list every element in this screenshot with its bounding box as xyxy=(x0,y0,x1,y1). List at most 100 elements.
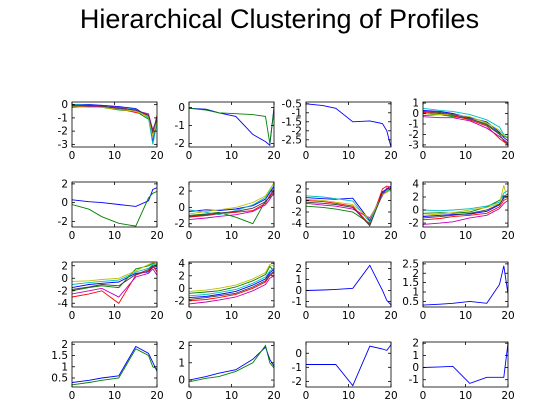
series-line-6 xyxy=(306,189,391,220)
subplot-12: 0 10 20 2.521.510.5 xyxy=(402,258,514,322)
series-line-1 xyxy=(423,265,508,306)
y-tick-label: 2 xyxy=(61,260,68,272)
y-tick-label: -1 xyxy=(292,107,302,119)
x-tick-label: 0 xyxy=(420,150,427,162)
y-tick-label: 0 xyxy=(178,375,185,387)
y-tick-label: 0 xyxy=(412,362,419,374)
series-line-2 xyxy=(72,348,157,386)
x-tick-label: 20 xyxy=(150,150,163,162)
series-line-1 xyxy=(423,343,508,384)
x-tick-label: 20 xyxy=(267,310,280,322)
series-line-7 xyxy=(72,104,157,133)
series-line-1 xyxy=(306,103,391,147)
subplot-lines xyxy=(306,103,391,147)
subplot-lines xyxy=(189,263,274,305)
x-tick-label: 0 xyxy=(420,310,427,322)
subplot-1: 0 10 200-1-2-3 xyxy=(58,99,164,162)
axes-frame xyxy=(71,341,158,388)
y-tick-label: 2 xyxy=(412,268,419,280)
x-tick-label: 20 xyxy=(150,310,163,322)
x-tick-label: 10 xyxy=(225,150,238,162)
y-tick-label: 1 xyxy=(61,361,68,373)
y-tick-label: -1 xyxy=(58,112,68,124)
series-line-4 xyxy=(72,263,157,285)
series-line-2 xyxy=(423,195,508,214)
y-tick-label: -2 xyxy=(292,376,302,388)
x-tick-label: 10 xyxy=(225,310,238,322)
x-tick-label: 10 xyxy=(342,390,355,402)
y-tick-label: 2 xyxy=(178,270,185,282)
y-tick-label: 2 xyxy=(178,340,185,352)
series-line-3 xyxy=(189,272,274,302)
series-line-7 xyxy=(423,110,508,145)
y-tick-label: -3 xyxy=(58,139,68,151)
series-line-3 xyxy=(423,197,508,221)
y-tick-label: -2 xyxy=(292,207,302,219)
y-tick-label: 0 xyxy=(61,273,68,285)
subplot-lines xyxy=(423,265,508,306)
series-line-1 xyxy=(189,346,274,381)
y-tick-label: 2 xyxy=(295,183,302,195)
x-tick-label: 10 xyxy=(342,150,355,162)
series-line-4 xyxy=(423,107,508,139)
subplot-lines xyxy=(189,107,274,147)
series-line-5 xyxy=(189,192,274,221)
series-line-5 xyxy=(306,187,391,219)
series-line-1 xyxy=(72,345,157,383)
x-tick-label: 0 xyxy=(303,150,310,162)
x-tick-label: 20 xyxy=(501,150,514,162)
series-line-7 xyxy=(306,187,391,227)
series-line-2 xyxy=(306,188,391,225)
series-line-3 xyxy=(189,189,274,218)
axes-frame xyxy=(188,341,275,388)
series-line-1 xyxy=(72,104,157,142)
y-tick-label: 2 xyxy=(61,178,68,190)
x-tick-label: 20 xyxy=(267,150,280,162)
x-tick-label: 0 xyxy=(303,230,310,242)
y-tick-label: -1 xyxy=(409,374,419,386)
y-tick-label: -2 xyxy=(292,125,302,137)
x-tick-label: 0 xyxy=(69,230,76,242)
subplot-lines xyxy=(72,187,157,227)
x-tick-label: 0 xyxy=(69,310,76,322)
y-tick-label: -2 xyxy=(175,218,185,230)
x-tick-label: 0 xyxy=(420,390,427,402)
series-line-2 xyxy=(189,107,274,144)
x-tick-label: 20 xyxy=(501,390,514,402)
series-line-2 xyxy=(72,106,157,133)
y-tick-label: 1 xyxy=(412,287,419,299)
series-line-2 xyxy=(72,190,157,227)
series-line-3 xyxy=(72,105,157,134)
y-tick-label: 0 xyxy=(295,285,302,297)
x-tick-label: 20 xyxy=(501,310,514,322)
y-tick-label: 0 xyxy=(412,108,419,120)
y-tick-label: -2 xyxy=(409,129,419,141)
series-line-7 xyxy=(189,271,274,300)
series-line-6 xyxy=(189,182,274,215)
series-line-1 xyxy=(189,269,274,299)
x-tick-label: 20 xyxy=(384,310,397,322)
y-tick-label: -2 xyxy=(58,216,68,228)
x-tick-label: 0 xyxy=(69,390,76,402)
y-tick-label: 0 xyxy=(178,102,185,114)
subplot-lines xyxy=(72,345,157,386)
x-tick-label: 10 xyxy=(342,230,355,242)
series-line-1 xyxy=(72,266,157,289)
subplot-lines xyxy=(72,104,157,145)
y-tick-label: -4 xyxy=(292,218,303,230)
subplot-lines xyxy=(423,107,508,146)
axes-frame xyxy=(71,181,158,228)
x-tick-label: 0 xyxy=(186,150,193,162)
y-tick-label: 2 xyxy=(412,192,419,204)
y-tick-label: 0 xyxy=(295,348,302,360)
y-tick-label: 1 xyxy=(412,98,419,110)
